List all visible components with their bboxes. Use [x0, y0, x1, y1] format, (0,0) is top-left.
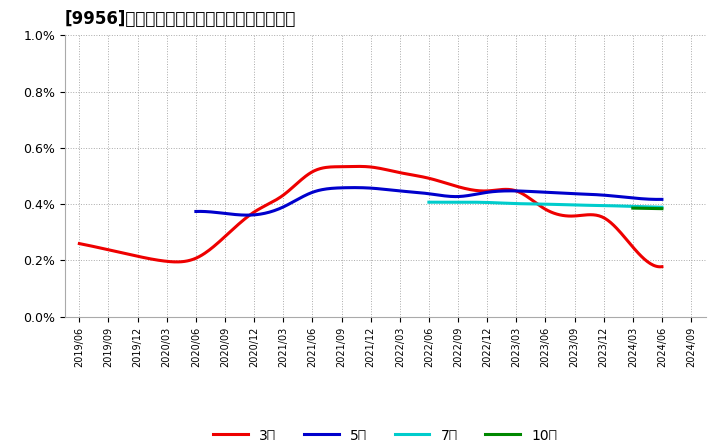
7年	[595, 203, 603, 208]
5年	[192, 209, 200, 214]
Line: 5年: 5年	[196, 187, 662, 215]
Line: 10年: 10年	[633, 208, 662, 209]
5年	[243, 213, 251, 218]
Line: 7年: 7年	[429, 202, 662, 207]
Line: 3年: 3年	[79, 166, 662, 267]
7年	[518, 201, 526, 206]
5年	[657, 197, 666, 202]
3年	[656, 264, 665, 269]
3年	[443, 181, 451, 186]
7年	[593, 203, 602, 208]
3年	[657, 264, 666, 269]
Legend: 3年, 5年, 7年, 10年: 3年, 5年, 7年, 10年	[207, 422, 563, 440]
3年	[500, 187, 508, 192]
3年	[265, 201, 274, 206]
7年	[459, 200, 468, 205]
5年	[530, 189, 539, 194]
5年	[345, 185, 354, 190]
3年	[354, 164, 363, 169]
5年	[379, 187, 387, 192]
5年	[487, 189, 495, 194]
3年	[306, 171, 315, 176]
7年	[501, 201, 510, 206]
3年	[497, 187, 505, 192]
5年	[533, 189, 541, 194]
7年	[572, 202, 580, 208]
7年	[453, 200, 462, 205]
3年	[75, 241, 84, 246]
5年	[249, 212, 258, 217]
Text: [9956]　経常利益マージンの標準偏差の推移: [9956] 経常利益マージンの標準偏差の推移	[65, 10, 296, 28]
3年	[145, 256, 154, 261]
7年	[657, 205, 666, 210]
10年	[657, 206, 666, 211]
7年	[425, 200, 433, 205]
10年	[629, 205, 637, 211]
5年	[349, 185, 358, 190]
